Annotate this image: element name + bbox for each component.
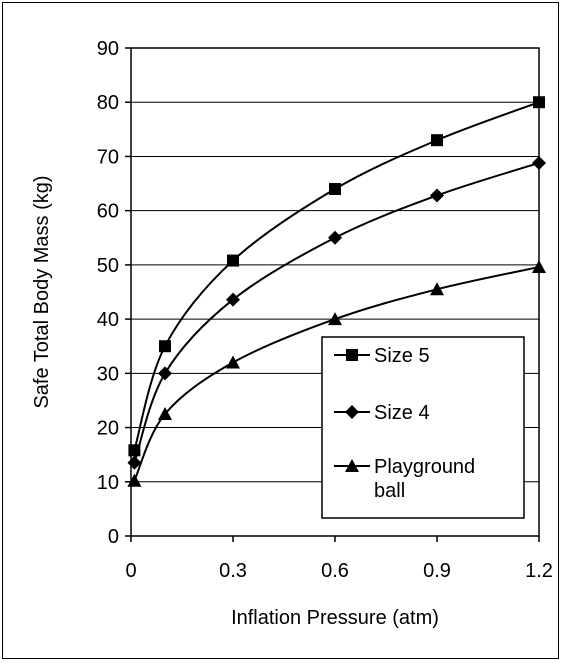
legend-box [321, 336, 525, 519]
x-tick-label: 0.6 [321, 560, 349, 582]
data-point-triangle [430, 282, 444, 296]
legend-marker-diamond [345, 405, 359, 419]
data-point-diamond [158, 366, 172, 381]
x-axis-label: Inflation Pressure (atm) [231, 607, 439, 629]
series-line [133, 101, 540, 451]
series-diamond [127, 155, 546, 470]
y-tick-label: 40 [97, 309, 119, 331]
y-tick-label: 30 [97, 363, 119, 385]
data-point-square [227, 254, 239, 267]
legend-label: ball [374, 480, 405, 502]
series-layer [127, 96, 546, 487]
y-axis-label: Safe Total Body Mass (kg) [31, 175, 53, 408]
y-tick-label: 60 [97, 201, 119, 223]
data-point-diamond [430, 188, 444, 203]
data-point-triangle [532, 260, 546, 274]
legend-label: Size 5 [374, 345, 430, 367]
data-point-triangle [328, 312, 342, 326]
y-tick-label: 0 [108, 526, 119, 548]
y-tick-label: 90 [97, 38, 119, 60]
legend-label: Playground [374, 456, 475, 478]
x-tick-label: 0 [125, 560, 136, 582]
legend-marker-square [346, 349, 358, 361]
data-point-square [159, 340, 171, 353]
data-point-diamond [226, 292, 240, 307]
data-point-triangle [158, 407, 172, 420]
y-tick-label: 20 [97, 418, 119, 440]
series-triangle [127, 260, 546, 487]
data-point-square [431, 134, 443, 147]
data-point-triangle [127, 473, 142, 487]
x-tick-label: 0.9 [423, 560, 451, 582]
y-tick-label: 80 [97, 92, 119, 114]
legend-label: Size 4 [374, 402, 430, 424]
legend-entry: Size 5 [334, 345, 430, 367]
data-point-diamond [127, 455, 142, 470]
data-point-triangle [226, 355, 240, 369]
axis-ticks: 0 10 20 30 40 50 60 70 80 90 0 0.3 0.6 0.9 1.2 [97, 38, 553, 582]
y-tick-label: 70 [97, 146, 119, 168]
legend-entry: Size 4 [334, 402, 430, 424]
x-tick-label: 0.3 [219, 560, 247, 582]
data-point-diamond [532, 155, 546, 170]
data-point-square [533, 96, 545, 109]
data-point-diamond [328, 230, 342, 245]
legend-marker-triangle [345, 459, 359, 472]
y-tick-label: 50 [97, 255, 119, 277]
y-tick-label: 10 [97, 472, 119, 494]
x-tick-label: 1.2 [525, 560, 553, 582]
data-point-square [329, 182, 341, 195]
